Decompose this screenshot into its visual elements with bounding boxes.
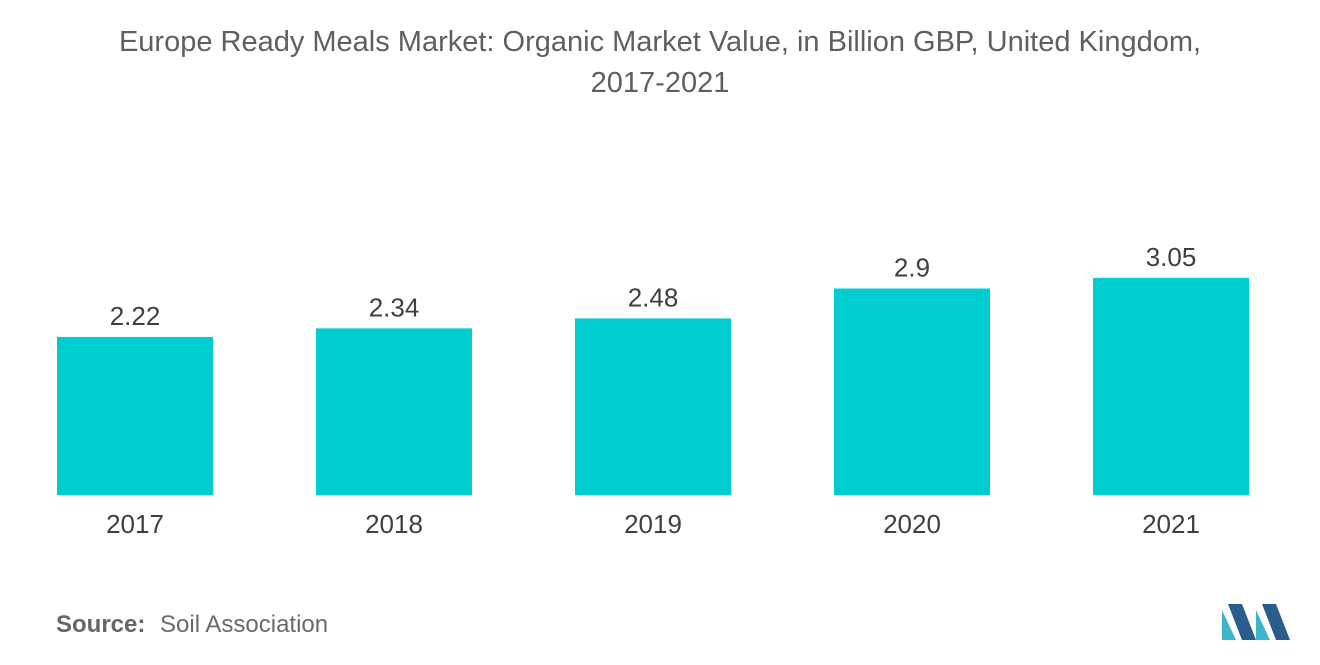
chart-title-line-2: 2017-2021 [590, 67, 730, 99]
logo-shape [1222, 610, 1236, 640]
data-label-2019: 2.48 [628, 282, 679, 312]
bar-chart: 2.22 2017 2.34 2018 2.48 2019 2.9 2020 3.05 2021 [57, 242, 1249, 539]
bar-2020 [834, 288, 990, 495]
bar-2021 [1093, 277, 1249, 495]
source-label: Source: [56, 611, 146, 638]
data-label-2021: 3.05 [1146, 242, 1197, 272]
data-label-2018: 2.34 [369, 292, 420, 322]
chart-title-line-1: Europe Ready Meals Market: Organic Marke… [118, 26, 1202, 58]
logo-shape [1228, 604, 1256, 640]
x-tick-label-2021: 2021 [1142, 509, 1200, 539]
bar-2017 [57, 336, 213, 495]
x-tick-label-2020: 2020 [883, 509, 941, 539]
bar-2019 [575, 318, 731, 495]
bar-2018 [316, 328, 472, 495]
data-label-2020: 2.9 [894, 253, 930, 283]
chart-title: Europe Ready Meals Market: Organic Marke… [0, 22, 1320, 104]
source-note: Source: Soil Association [56, 611, 328, 639]
logo-shape [1256, 610, 1270, 640]
x-tick-label-2017: 2017 [106, 509, 164, 539]
x-tick-label-2018: 2018 [365, 509, 423, 539]
data-label-2017: 2.22 [110, 301, 161, 331]
logo-shape [1262, 604, 1290, 640]
source-text: Soil Association [160, 611, 329, 638]
x-tick-label-2019: 2019 [624, 509, 682, 539]
mordor-intelligence-logo-icon [1222, 604, 1290, 640]
